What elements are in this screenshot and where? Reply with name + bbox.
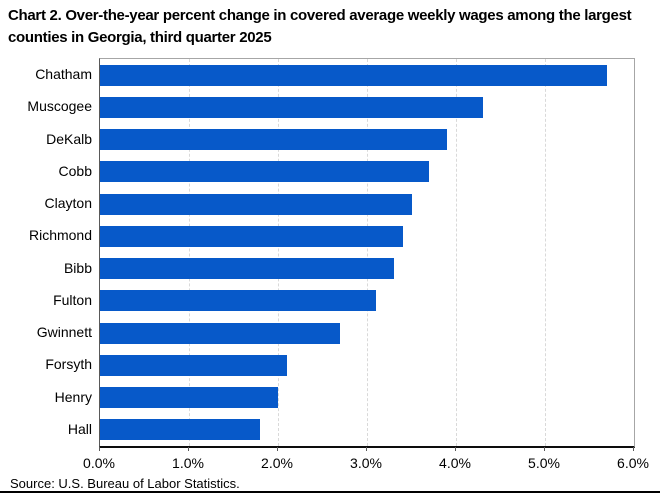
bar-bibb [100,258,394,280]
x-axis-tickmark-2.0% [277,447,278,451]
bar-clayton [100,193,412,215]
y-axis-label-henry: Henry [54,388,92,405]
x-axis-label-4.0%: 4.0% [439,455,471,471]
x-axis-label-1.0%: 1.0% [172,455,204,471]
y-axis-label-richmond: Richmond [28,227,92,244]
y-axis-label-gwinnett: Gwinnett [36,324,92,340]
y-axis-label-cobb: Cobb [58,162,92,179]
y-axis-label-bibb: Bibb [63,259,92,276]
x-axis-label-5.0%: 5.0% [528,455,560,471]
gridline-3.0% [367,59,368,446]
x-axis-tickmark-1.0% [188,447,189,451]
y-axis-label-dekalb: DeKalb [46,130,92,147]
bar-chatham [100,64,608,86]
bar-forsyth [100,354,287,376]
bar-gwinnett [100,322,341,344]
gridline-2.0% [278,59,279,446]
gridline-5.0% [545,59,546,446]
y-axis-label-muscogee: Muscogee [27,98,92,115]
plot-area [99,58,635,448]
y-axis-label-hall: Hall [67,420,92,437]
bar-cobb [100,161,430,183]
y-axis-label-forsyth: Forsyth [45,356,92,373]
x-axis-tickmark-6.0% [633,447,634,451]
bar-hall [100,419,261,441]
x-axis-label-3.0%: 3.0% [350,455,382,471]
chart-title: Chart 2. Over-the-year percent change in… [8,7,632,46]
y-axis-label-chatham: Chatham [35,66,92,82]
bottom-rule [0,491,660,493]
source-note: Source: U.S. Bureau of Labor Statistics. [10,476,240,491]
x-axis-tickmark-5.0% [544,447,545,451]
x-axis-tickmark-3.0% [366,447,367,451]
y-axis-label-clayton: Clayton [44,195,92,211]
x-axis-tickmark-4.0% [455,447,456,451]
bar-richmond [100,225,403,247]
bar-henry [100,387,278,409]
bar-fulton [100,290,376,312]
x-axis-label-6.0%: 6.0% [617,455,649,471]
x-axis-tickmark-0.0% [99,447,100,451]
gridline-1.0% [189,59,190,446]
x-axis-label-2.0%: 2.0% [261,455,293,471]
bar-dekalb [100,129,448,151]
x-axis-label-0.0%: 0.0% [83,455,115,471]
y-axis-label-fulton: Fulton [53,291,92,308]
bar-muscogee [100,96,483,118]
gridline-4.0% [456,59,457,446]
